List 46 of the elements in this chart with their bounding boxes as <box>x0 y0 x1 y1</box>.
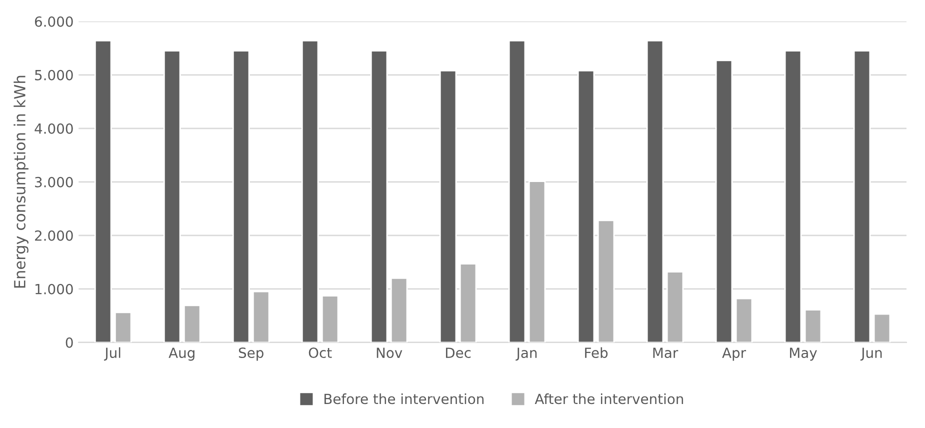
x-tick-label: Aug <box>168 348 194 361</box>
x-tick-label: Sep <box>238 348 264 361</box>
bar <box>183 304 201 342</box>
x-tick-label: Oct <box>308 348 332 358</box>
bar <box>301 40 319 342</box>
bar <box>715 60 733 342</box>
y-tick-label: 2.000 <box>35 230 73 241</box>
bar <box>459 263 477 342</box>
x-tick-label: Jan <box>516 348 537 361</box>
x-tick-label: Feb <box>585 347 608 358</box>
bar <box>528 180 546 342</box>
y-tick-label: 4.000 <box>34 123 73 134</box>
y-tick-label: 0 <box>66 337 73 348</box>
legend-label: Before the intervention <box>324 393 484 404</box>
bar <box>804 309 822 342</box>
bar <box>577 70 595 342</box>
bar <box>597 220 615 342</box>
bar <box>252 290 270 342</box>
x-tick-label: May <box>790 348 817 361</box>
bar <box>163 50 181 342</box>
bar <box>784 50 802 342</box>
bar <box>232 50 250 342</box>
x-tick-label: Jul <box>104 347 120 361</box>
y-axis-title: Energy consumption in kWh <box>14 76 28 288</box>
x-tick-label: Mar <box>653 348 678 358</box>
y-tick-label: 6.000 <box>34 16 73 27</box>
bar <box>735 298 753 342</box>
bar <box>439 70 457 342</box>
x-tick-label: Apr <box>722 348 746 361</box>
y-tick-label: 3.000 <box>35 176 73 188</box>
y-tick-label: 5.000 <box>35 70 73 80</box>
bar <box>114 312 132 342</box>
bar <box>370 50 388 342</box>
bar <box>321 295 339 342</box>
bar <box>853 50 871 342</box>
x-tick-label: Nov <box>376 348 402 358</box>
bar <box>508 40 526 342</box>
bar <box>873 313 891 342</box>
y-tick-label: 1.000 <box>36 284 73 294</box>
bar <box>390 278 408 342</box>
bar <box>666 271 684 342</box>
legend-label: After the intervention <box>534 393 684 404</box>
bar <box>94 40 112 342</box>
bar <box>646 40 664 342</box>
x-tick-label: Jun <box>860 348 882 361</box>
x-tick-label: Dec <box>446 348 471 358</box>
